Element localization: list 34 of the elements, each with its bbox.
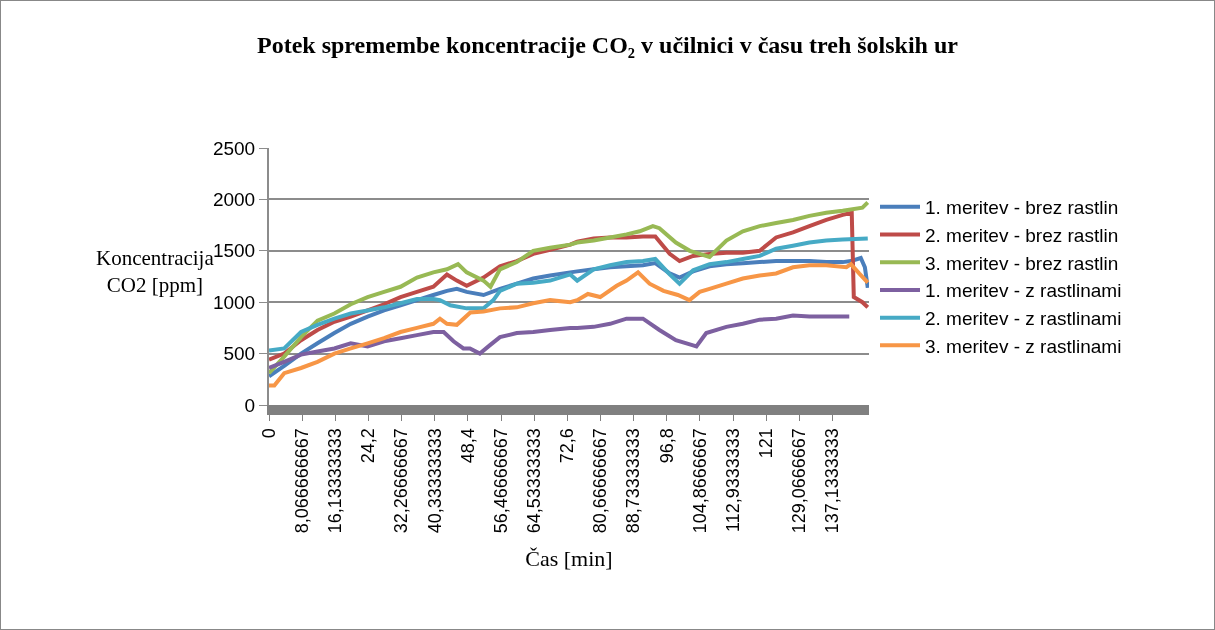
y-tick-label: 2500 [212, 137, 256, 159]
x-tick-label: 48,4 [457, 428, 478, 464]
x-tick-label: 56,46666667 [490, 428, 511, 534]
x-tick-label: 112,9333333 [722, 428, 743, 532]
x-tick-label: 32,26666667 [391, 428, 412, 534]
y-tick-label: 500 [223, 343, 256, 365]
x-axis-title: Čas [min] [525, 545, 613, 571]
x-tick-label: 72,6 [557, 428, 578, 464]
y-axis-title: Koncentracija CO2 [ppm] [96, 246, 215, 298]
x-tick-label: 0 [258, 428, 279, 439]
x-tick-label: 40,33333333 [424, 428, 445, 534]
line-series [269, 313, 852, 370]
x-tick-label: 104,8666667 [689, 428, 710, 534]
y-tick-label: 0 [244, 394, 256, 416]
x-tick-label: 88,73333333 [623, 428, 644, 534]
x-tick-label: 121 [756, 428, 777, 459]
legend-label: 3. meritev - z rastlinami [925, 335, 1122, 357]
y-tick-label: 1500 [212, 240, 256, 262]
x-tick-label: 16,13333333 [325, 428, 346, 534]
x-tick-label: 129,0666667 [789, 428, 810, 534]
legend-label: 1. meritev - brez rastlin [925, 197, 1119, 219]
x-tick-label: 8,066666667 [292, 428, 312, 534]
legend-label: 1. meritev - z rastlinami [925, 280, 1122, 302]
legend-label: 3. meritev - brez rastlin [925, 252, 1119, 274]
x-tick-label: 80,66666667 [590, 428, 611, 534]
x-tick-label: 137,1333333 [822, 428, 843, 534]
y-tick-label: 1000 [212, 291, 256, 313]
x-tick-label: 24,2 [358, 428, 379, 464]
y-tick-label: 2000 [212, 189, 256, 211]
legend-label: 2. meritev - brez rastlin [925, 224, 1119, 246]
x-tick-label: 96,8 [656, 428, 677, 464]
x-tick-label: 64,53333333 [524, 428, 545, 534]
legend-label: 2. meritev - z rastlinami [925, 308, 1122, 330]
chart-title: Potek spremembe koncentracije CO₂ v učilnici v času treh šolskih ur [257, 32, 959, 59]
